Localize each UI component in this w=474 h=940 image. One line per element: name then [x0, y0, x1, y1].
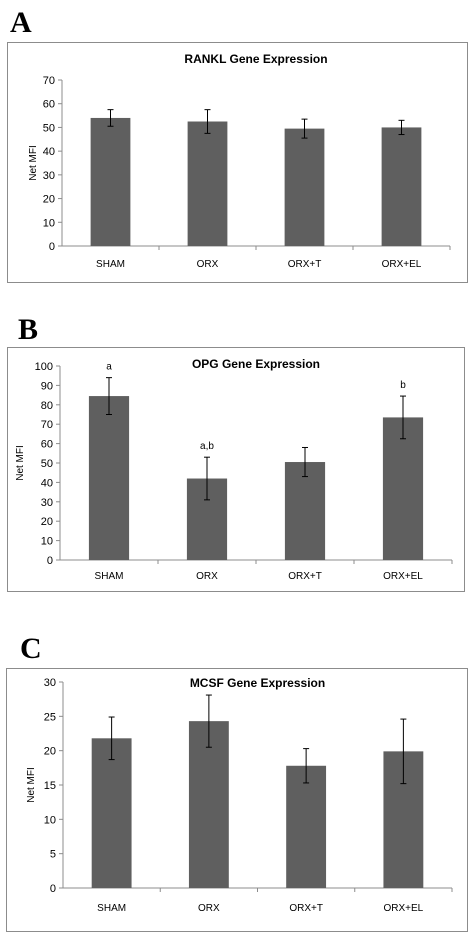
- panel-letter-a: A: [10, 6, 32, 39]
- x-category-label: ORX+T: [289, 903, 323, 914]
- y-tick-label: 30: [44, 677, 56, 689]
- bar-orx: [187, 121, 228, 246]
- y-tick-label: 20: [44, 746, 56, 758]
- x-category-label: ORX+EL: [383, 571, 423, 582]
- chart-title: OPG Gene Expression: [192, 357, 320, 371]
- bar-orx-t: [284, 128, 325, 246]
- x-category-label: ORX+T: [288, 571, 322, 582]
- bar-sham: [90, 117, 131, 246]
- y-axis-label: Net MFI: [15, 445, 26, 481]
- y-tick-label: 60: [41, 439, 53, 451]
- bar-orx: [188, 721, 229, 888]
- x-category-label: ORX+EL: [384, 903, 424, 914]
- x-category-label: ORX: [196, 571, 218, 582]
- significance-label: b: [400, 380, 406, 391]
- y-tick-label: 70: [43, 75, 55, 87]
- y-tick-label: 0: [49, 241, 55, 253]
- bar-orx-t: [286, 765, 327, 888]
- y-tick-label: 60: [43, 99, 55, 111]
- x-category-label: ORX+EL: [382, 259, 422, 270]
- y-tick-label: 0: [50, 883, 56, 895]
- panel-letter-b: B: [18, 313, 39, 346]
- y-tick-label: 40: [43, 146, 55, 158]
- y-tick-label: 15: [44, 780, 56, 792]
- x-category-label: ORX: [198, 903, 220, 914]
- y-tick-label: 80: [41, 400, 53, 412]
- y-tick-label: 10: [43, 217, 55, 229]
- chart-title: RANKL Gene Expression: [184, 52, 327, 66]
- y-tick-label: 100: [35, 361, 53, 373]
- y-tick-label: 90: [41, 380, 53, 392]
- chart-title: MCSF Gene Expression: [190, 676, 325, 690]
- x-category-label: ORX+T: [288, 259, 322, 270]
- y-tick-label: 20: [41, 516, 53, 528]
- y-tick-label: 50: [41, 458, 53, 470]
- y-tick-label: 40: [41, 477, 53, 489]
- x-category-label: ORX: [197, 259, 219, 270]
- y-tick-label: 50: [43, 122, 55, 134]
- x-category-label: SHAM: [97, 903, 126, 914]
- significance-label: a,b: [200, 441, 214, 452]
- x-category-label: SHAM: [95, 571, 124, 582]
- bar-orx-el: [381, 127, 422, 246]
- bar-sham: [88, 396, 130, 560]
- y-tick-label: 5: [50, 849, 56, 861]
- bar-sham: [91, 738, 132, 888]
- y-tick-label: 20: [43, 194, 55, 206]
- y-tick-label: 0: [47, 555, 53, 567]
- y-tick-label: 70: [41, 419, 53, 431]
- y-tick-label: 30: [41, 497, 53, 509]
- significance-label: a: [106, 362, 112, 373]
- bar-orx-t: [284, 462, 326, 560]
- y-axis-label: Net MFI: [28, 145, 39, 181]
- y-tick-label: 25: [44, 711, 56, 723]
- y-tick-label: 10: [41, 536, 53, 548]
- y-axis-label: Net MFI: [26, 767, 37, 803]
- bar-orx-el: [382, 417, 424, 560]
- x-category-label: SHAM: [96, 259, 125, 270]
- panel-letter-c: C: [20, 632, 42, 665]
- y-tick-label: 10: [44, 814, 56, 826]
- y-tick-label: 30: [43, 170, 55, 182]
